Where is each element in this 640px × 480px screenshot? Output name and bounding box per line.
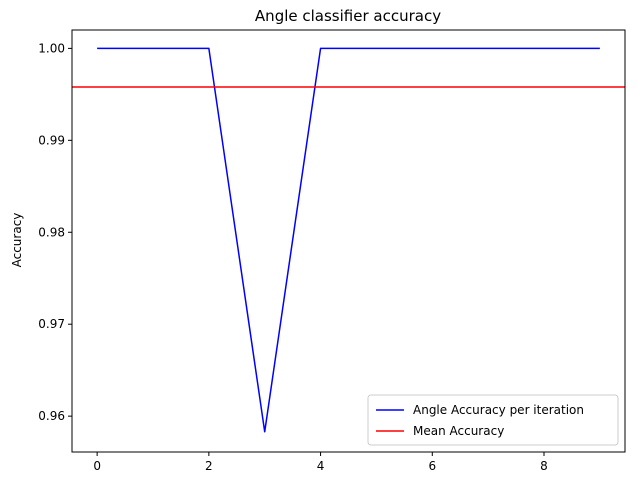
y-axis: 0.96 0.97 0.98 0.99 1.00 [38,41,72,423]
plot-frame [71,29,626,453]
legend: Angle Accuracy per iteration Mean Accurac… [367,394,619,446]
x-tick-label: 0 [93,459,101,473]
y-tick-label: 0.97 [38,317,65,331]
x-tick-label: 4 [317,459,325,473]
legend-label-1: Mean Accuracy [413,424,504,438]
y-tick-label: 0.96 [38,409,65,423]
y-tick-label: 0.99 [38,133,65,147]
x-tick-label: 8 [540,459,548,473]
legend-box [367,394,619,446]
x-tick-label: 6 [428,459,436,473]
y-tick-label: 0.98 [38,225,65,239]
x-axis: 0 2 4 6 8 [93,452,548,473]
legend-label-0: Angle Accuracy per iteration [413,403,584,417]
chart-title: Angle classifier accuracy [255,7,441,25]
y-tick-label: 1.00 [38,41,65,55]
y-axis-label: Accuracy [10,213,24,268]
series-line-0 [97,47,600,433]
plot-area [72,47,625,433]
x-tick-label: 2 [205,459,213,473]
